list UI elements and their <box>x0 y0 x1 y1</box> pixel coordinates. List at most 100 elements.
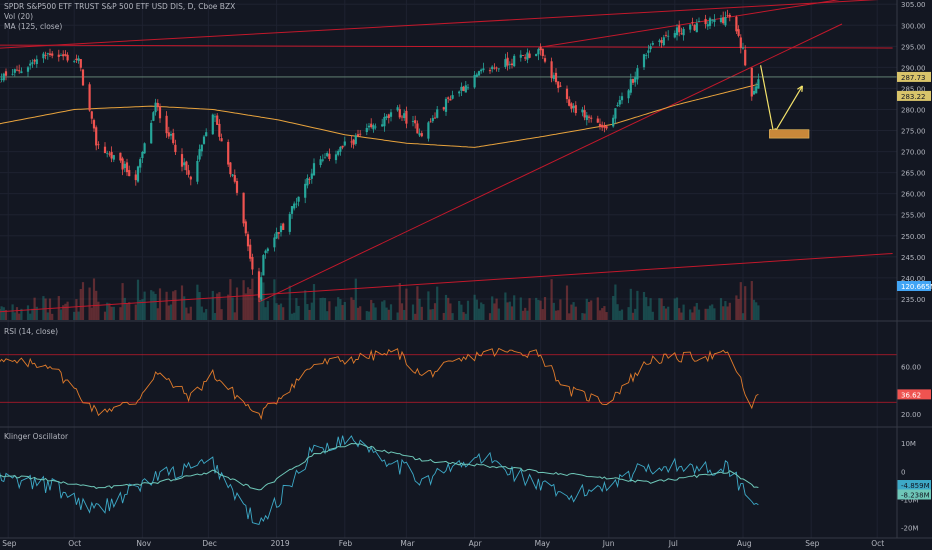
volume-bar <box>719 298 723 320</box>
volume-bar <box>154 293 157 320</box>
candle-body <box>735 16 738 32</box>
candle-body <box>449 98 452 101</box>
candle-body <box>13 69 16 73</box>
volume-bar <box>526 310 529 320</box>
candle-body <box>442 107 445 110</box>
volume-bar <box>475 299 478 320</box>
volume-bar <box>185 307 188 320</box>
candle-body <box>598 124 602 127</box>
volume-bar <box>119 307 122 320</box>
volume-bar <box>156 308 159 320</box>
volume-bar <box>62 305 65 320</box>
volume-bar <box>341 305 344 320</box>
volume-bar <box>354 278 357 320</box>
rsi-value-tag <box>897 389 931 400</box>
volume-bar <box>543 297 547 320</box>
candle-body <box>572 105 575 109</box>
volume-bar <box>480 302 483 320</box>
volume-bar <box>449 303 452 320</box>
x-axis-label: Oct <box>68 539 81 548</box>
volume-bar <box>629 288 632 320</box>
candle-body <box>235 181 239 193</box>
volume-bar <box>442 312 445 320</box>
candle-body <box>660 39 663 44</box>
volume-bar <box>277 304 280 320</box>
volume-bar <box>172 291 175 320</box>
candle-body <box>266 248 269 252</box>
candle-body <box>675 27 679 36</box>
volume-bar <box>689 309 692 320</box>
candle-body <box>475 74 478 77</box>
volume-bar <box>420 306 423 320</box>
volume-bar <box>728 302 731 320</box>
volume-bar <box>647 306 650 320</box>
candle-body <box>411 121 415 122</box>
candle-body <box>123 163 126 169</box>
candle-body <box>744 49 747 66</box>
price-axis-label: 250.00 <box>901 233 926 241</box>
volume-bar <box>229 279 232 320</box>
candle-body <box>326 153 329 157</box>
candle-body <box>31 62 34 64</box>
volume-bar <box>125 303 129 320</box>
candle-body <box>447 97 450 99</box>
candle-body <box>689 24 692 30</box>
candle-body <box>75 58 78 61</box>
volume-bar <box>128 302 131 320</box>
volume-bar <box>220 309 223 320</box>
volume-bar <box>121 283 124 320</box>
volume-bar <box>136 279 140 320</box>
candle-body <box>29 63 32 66</box>
rsi-axis-label: 20.00 <box>901 411 921 419</box>
price-axis-label: 280.00 <box>901 106 926 114</box>
volume-bar <box>612 295 615 320</box>
candle-body <box>119 152 122 161</box>
price-axis-label: 300.00 <box>901 22 926 30</box>
volume-bar <box>308 309 311 320</box>
volume-bar <box>605 312 608 320</box>
candle-body <box>158 106 162 119</box>
candle-body <box>645 55 648 56</box>
candle-body <box>552 75 555 79</box>
volume-bar <box>213 313 217 320</box>
volume-bar <box>691 312 694 320</box>
candle-body <box>143 143 146 154</box>
volume-bar <box>42 296 45 320</box>
volume-bar <box>739 282 742 320</box>
candle-body <box>662 37 665 46</box>
x-axis-label: Jun <box>602 539 615 548</box>
volume-bar <box>97 301 100 320</box>
price-tag-label: 287.73 <box>901 74 926 82</box>
candle-body <box>343 141 346 146</box>
candle-body <box>528 53 531 58</box>
volume-bar <box>73 311 76 320</box>
volume-bar <box>110 306 113 320</box>
candle-body <box>262 255 265 276</box>
volume-bar <box>493 303 496 320</box>
projection-annotations <box>760 65 810 139</box>
volume-bar <box>235 287 239 320</box>
volume-bar <box>603 306 606 320</box>
candle-body <box>420 133 423 137</box>
candle-body <box>110 151 113 159</box>
volume-bar <box>328 301 331 320</box>
candle-body <box>429 121 432 123</box>
volume-bar <box>704 308 707 320</box>
volume-bar <box>462 312 465 320</box>
volume-bar <box>59 309 63 320</box>
volume-bar <box>713 308 716 320</box>
volume-bar <box>180 285 184 320</box>
volume-bar <box>466 300 470 320</box>
candle-body <box>152 112 155 121</box>
x-axis-label: Sep <box>805 539 819 548</box>
volume-bar <box>381 301 384 320</box>
volume-bar <box>427 291 430 320</box>
volume-bar <box>306 304 309 320</box>
candle-body <box>180 154 184 167</box>
candle-body <box>667 35 670 37</box>
volume-bar <box>319 297 322 320</box>
volume-bar <box>123 297 126 320</box>
volume-bar <box>372 303 375 320</box>
